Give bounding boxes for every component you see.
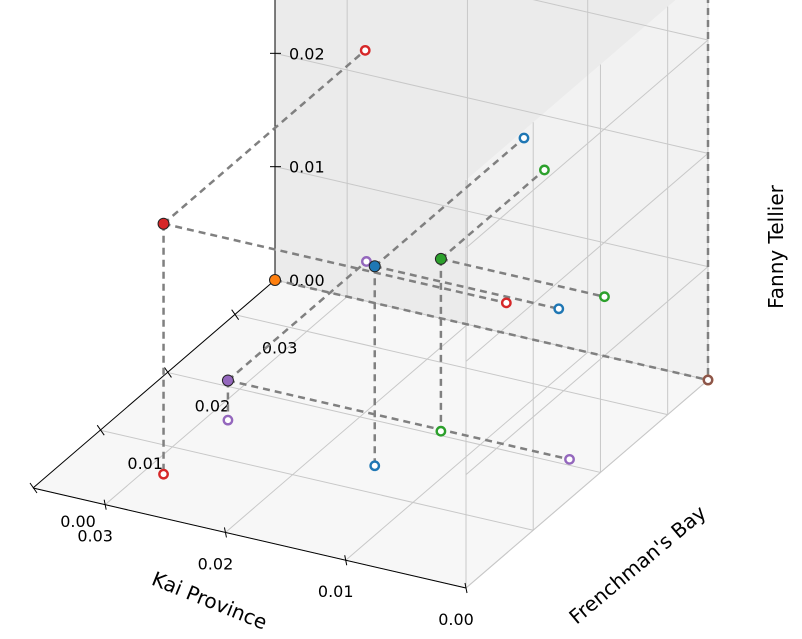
y-tick-mark: [29, 482, 38, 494]
projection-marker-back: [518, 132, 530, 144]
projection-lines: [162, 0, 710, 475]
floor-pane: [33, 280, 708, 588]
projection-line-back: [440, 169, 546, 260]
z-axis-label: Fanny Tellier: [764, 184, 788, 309]
y-tick-mark: [96, 424, 105, 436]
projection-marker-side: [500, 297, 512, 309]
grid-lines: [32, 0, 709, 589]
projection-line-side: [163, 222, 507, 305]
x-tick-mark: [223, 527, 227, 538]
y-tick-mark: [164, 367, 172, 378]
grid-line-y-floor: [234, 314, 668, 416]
projection-marker-side: [599, 291, 610, 303]
x-tick-label: 0.00: [438, 610, 474, 629]
x-tick-label: 0.02: [198, 554, 234, 573]
projection-marker-floor: [222, 414, 234, 426]
data-point: [157, 217, 170, 230]
z-tick-label: 0.01: [289, 158, 325, 177]
data-point: [368, 260, 381, 273]
projection-marker-back: [539, 164, 550, 176]
projection-marker-side: [553, 303, 565, 315]
y-axis-label: Frenchman's Bay: [564, 500, 711, 628]
z-tick-label: 0.02: [289, 44, 325, 63]
projection-line-side: [274, 278, 709, 382]
projection-line-side: [440, 257, 605, 298]
projection-marker-side: [564, 453, 575, 465]
projection-marker-back: [359, 44, 371, 56]
data-point: [434, 252, 447, 265]
projection-marker-floor: [435, 425, 447, 437]
y-tick-label: 0.03: [262, 339, 298, 358]
projection-line-back: [373, 137, 525, 268]
x-tick-mark: [344, 555, 348, 566]
projection-marker-floor: [158, 468, 169, 480]
x-tick-label: 0.03: [77, 527, 113, 546]
grid-line-z-side: [465, 39, 709, 249]
data-point: [269, 274, 281, 286]
axis-ticks: 0.000.010.020.030.000.010.020.030.000.01…: [29, 44, 474, 629]
axis-panes: [33, 0, 708, 588]
y-tick-label: 0.02: [195, 396, 231, 415]
projection-line-back: [227, 260, 368, 382]
x-axis-label: Kai Province: [149, 567, 271, 635]
projection-marker-floor: [369, 460, 381, 472]
data-point: [221, 374, 234, 387]
data-markers: [157, 44, 714, 480]
x-tick-mark: [464, 582, 468, 594]
projection-line-side: [227, 379, 570, 461]
x-tick-label: 0.01: [318, 582, 354, 601]
projection-line-back: [162, 49, 367, 225]
x-tick-mark: [103, 499, 107, 510]
projection-marker-floor: [702, 374, 714, 386]
y-tick-label: 0.00: [60, 512, 96, 531]
y-tick-label: 0.01: [127, 454, 163, 473]
projection-line-side: [374, 265, 560, 311]
grid-line-z-back: [532, 0, 709, 41]
z-tick-label: 0.00: [289, 271, 325, 290]
projection-marker-back: [361, 256, 372, 267]
y-tick-mark: [231, 309, 240, 320]
